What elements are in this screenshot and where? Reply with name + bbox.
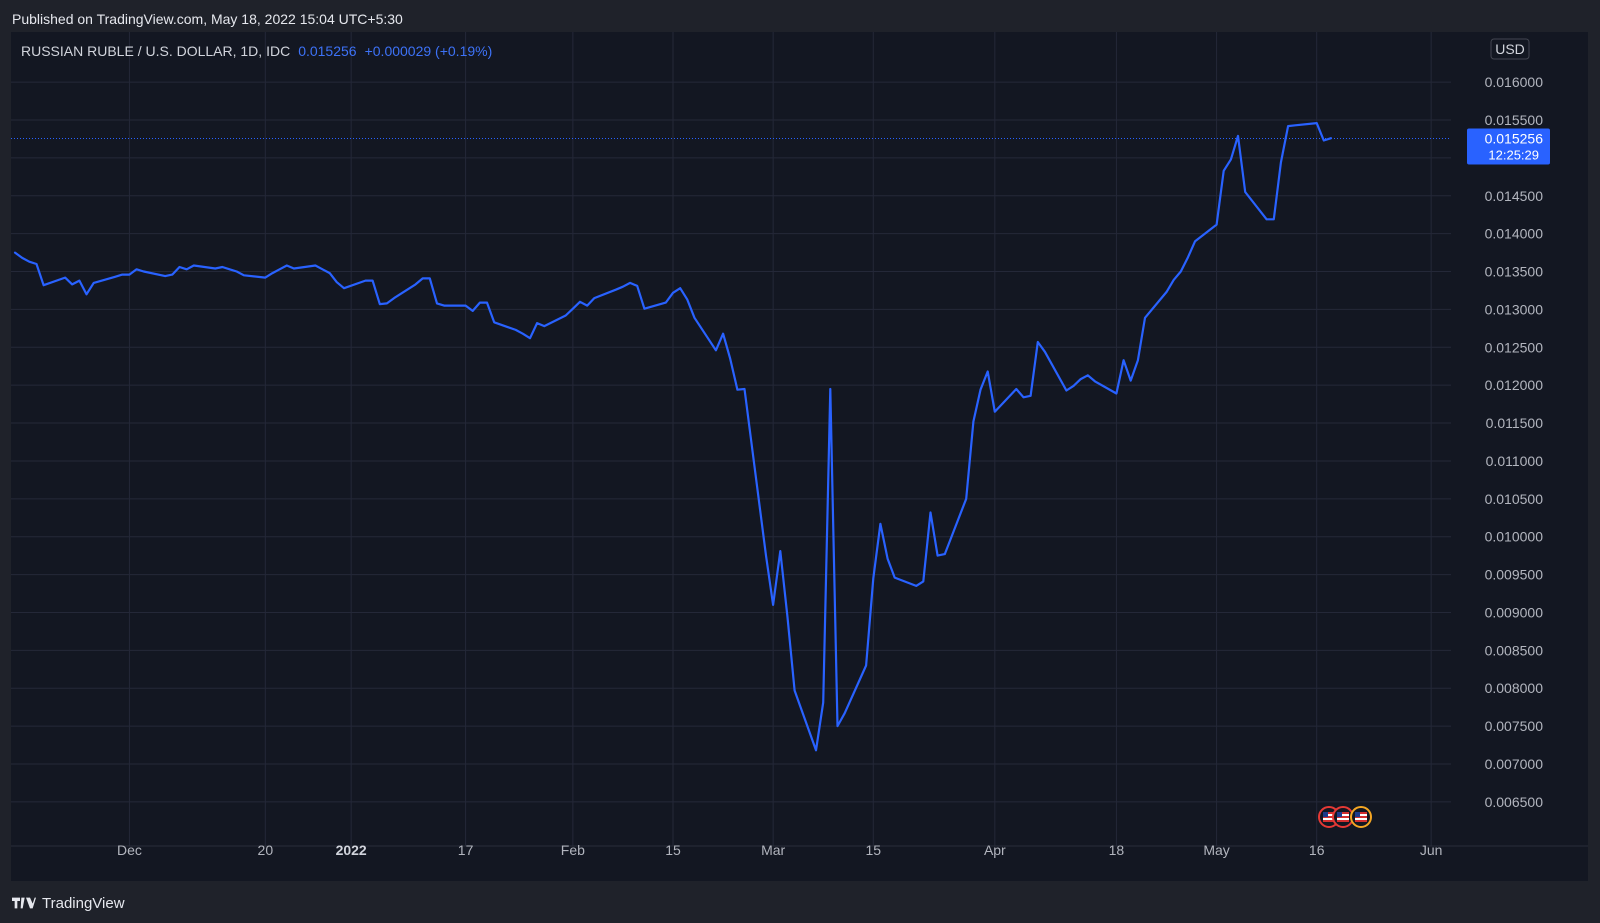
price-tick-label: 0.012500 <box>1485 339 1544 355</box>
price-line <box>13 121 1333 752</box>
last-price: 0.015256 <box>298 43 357 59</box>
series-layer <box>13 121 1333 752</box>
price-tick-label: 0.013500 <box>1485 264 1544 280</box>
countdown-label: 12:25:29 <box>1488 148 1539 163</box>
time-tick-label: 16 <box>1309 842 1325 858</box>
flag-stripe <box>1355 812 1367 814</box>
price-tick-label: 0.013000 <box>1485 301 1544 317</box>
time-tick-label: 15 <box>665 842 681 858</box>
flag-stripe <box>1337 812 1349 814</box>
price-tick-label: 0.014000 <box>1485 226 1544 242</box>
price-tick-label: 0.014500 <box>1485 188 1544 204</box>
price-tick-label: 0.011000 <box>1486 453 1544 469</box>
chart-legend[interactable]: RUSSIAN RUBLE / U.S. DOLLAR, 1D, IDC 0.01… <box>21 43 492 59</box>
flag-canton <box>1355 812 1360 817</box>
flag-canton <box>1337 812 1342 817</box>
price-tick-label: 0.007500 <box>1485 718 1544 734</box>
published-info: Published on TradingView.com, May 18, 20… <box>12 11 403 27</box>
flag-stripe <box>1355 816 1367 818</box>
price-chart[interactable]: 0.0160000.0155000.0150000.0145000.014000… <box>11 32 1588 881</box>
price-tick-label: 0.011500 <box>1486 415 1544 431</box>
price-tick-label: 0.009000 <box>1485 604 1544 620</box>
symbol-title[interactable]: RUSSIAN RUBLE / U.S. DOLLAR, 1D, IDC <box>21 43 291 59</box>
price-tick-label: 0.008500 <box>1485 642 1544 658</box>
us-event-flag-icon[interactable] <box>1350 806 1372 828</box>
us-event-flag-icon[interactable] <box>1332 806 1354 828</box>
time-tick-label: Mar <box>761 842 785 858</box>
tradingview-logo-icon <box>12 897 36 909</box>
price-tick-label: 0.010000 <box>1485 529 1544 545</box>
last-price-badge <box>1467 128 1550 165</box>
chart-area[interactable]: 0.0160000.0155000.0150000.0145000.014000… <box>11 32 1588 881</box>
currency-box[interactable] <box>1490 38 1530 60</box>
price-change: +0.000029 (+0.19%) <box>364 43 493 59</box>
time-tick-label: May <box>1203 842 1229 858</box>
time-tick-label: Feb <box>561 842 585 858</box>
price-tick-label: 0.007000 <box>1485 756 1544 772</box>
price-tick-label: 0.010500 <box>1485 491 1544 507</box>
price-tick-label: 0.006500 <box>1485 794 1544 810</box>
time-tick-label: Dec <box>117 842 142 858</box>
flag-stripe <box>1323 812 1335 814</box>
price-tick-label: 0.015500 <box>1485 112 1544 128</box>
flag-stripe <box>1337 816 1349 818</box>
flag-stripe <box>1355 820 1367 822</box>
brand-name: TradingView <box>42 894 125 912</box>
time-tick-label: 2022 <box>336 842 367 858</box>
last-price-badge-value: 0.015256 <box>1485 131 1544 147</box>
price-tick-label: 0.008000 <box>1485 680 1544 696</box>
flag-stripe <box>1337 820 1349 822</box>
time-tick-label: 17 <box>458 842 474 858</box>
time-tick-label: 20 <box>258 842 274 858</box>
flag-stripe <box>1323 820 1335 822</box>
grid-lines <box>11 32 1588 847</box>
time-tick-label: 18 <box>1109 842 1125 858</box>
plot-background <box>11 32 1588 881</box>
flag-canton <box>1323 812 1328 817</box>
price-axis[interactable]: 0.0160000.0155000.0150000.0145000.014000… <box>1485 38 1544 810</box>
price-tick-label: 0.009500 <box>1485 567 1544 583</box>
price-tick-label: 0.016000 <box>1485 74 1544 90</box>
flag-stripe <box>1323 816 1335 818</box>
price-tick-label: 0.012000 <box>1485 377 1544 393</box>
time-tick-label: Apr <box>984 842 1006 858</box>
footer-brand[interactable]: TradingView <box>12 893 125 913</box>
currency-label: USD <box>1495 41 1525 57</box>
time-tick-label: Jun <box>1420 842 1443 858</box>
time-tick-label: 15 <box>865 842 881 858</box>
time-axis[interactable]: Dec 20 2022 17 Feb 15 Mar 15 Apr 18 May 16 Jun <box>117 842 1442 858</box>
